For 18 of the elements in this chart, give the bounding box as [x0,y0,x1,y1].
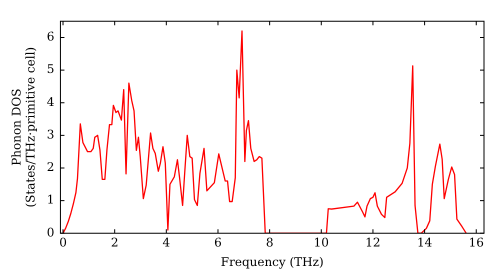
x-tick-label: 8 [266,236,274,250]
y-tick-label: 5 [46,62,54,76]
x-axis-title: Frequency (THz) [220,254,324,269]
x-tick-label: 4 [162,236,171,250]
x-tick-label: 12 [365,236,381,250]
x-tick-label: 2 [110,236,118,250]
y-tick-label: 0 [46,225,54,240]
x-tick-label: 0 [59,236,67,250]
y-tick-label: 6 [46,30,54,44]
y-tick-label: 3 [46,127,54,142]
y-tick-label: 2 [46,160,54,174]
x-tick-label: 6 [214,236,222,250]
y-tick-label: 1 [46,192,54,207]
y-axis-title: Phonon DOS (States/THz·primitive cell) [9,46,38,208]
x-tick-label: 16 [468,236,484,250]
x-tick-label: 10 [314,236,329,250]
x-tick-label: 14 [416,236,433,250]
y-tick-label: 4 [46,94,55,109]
